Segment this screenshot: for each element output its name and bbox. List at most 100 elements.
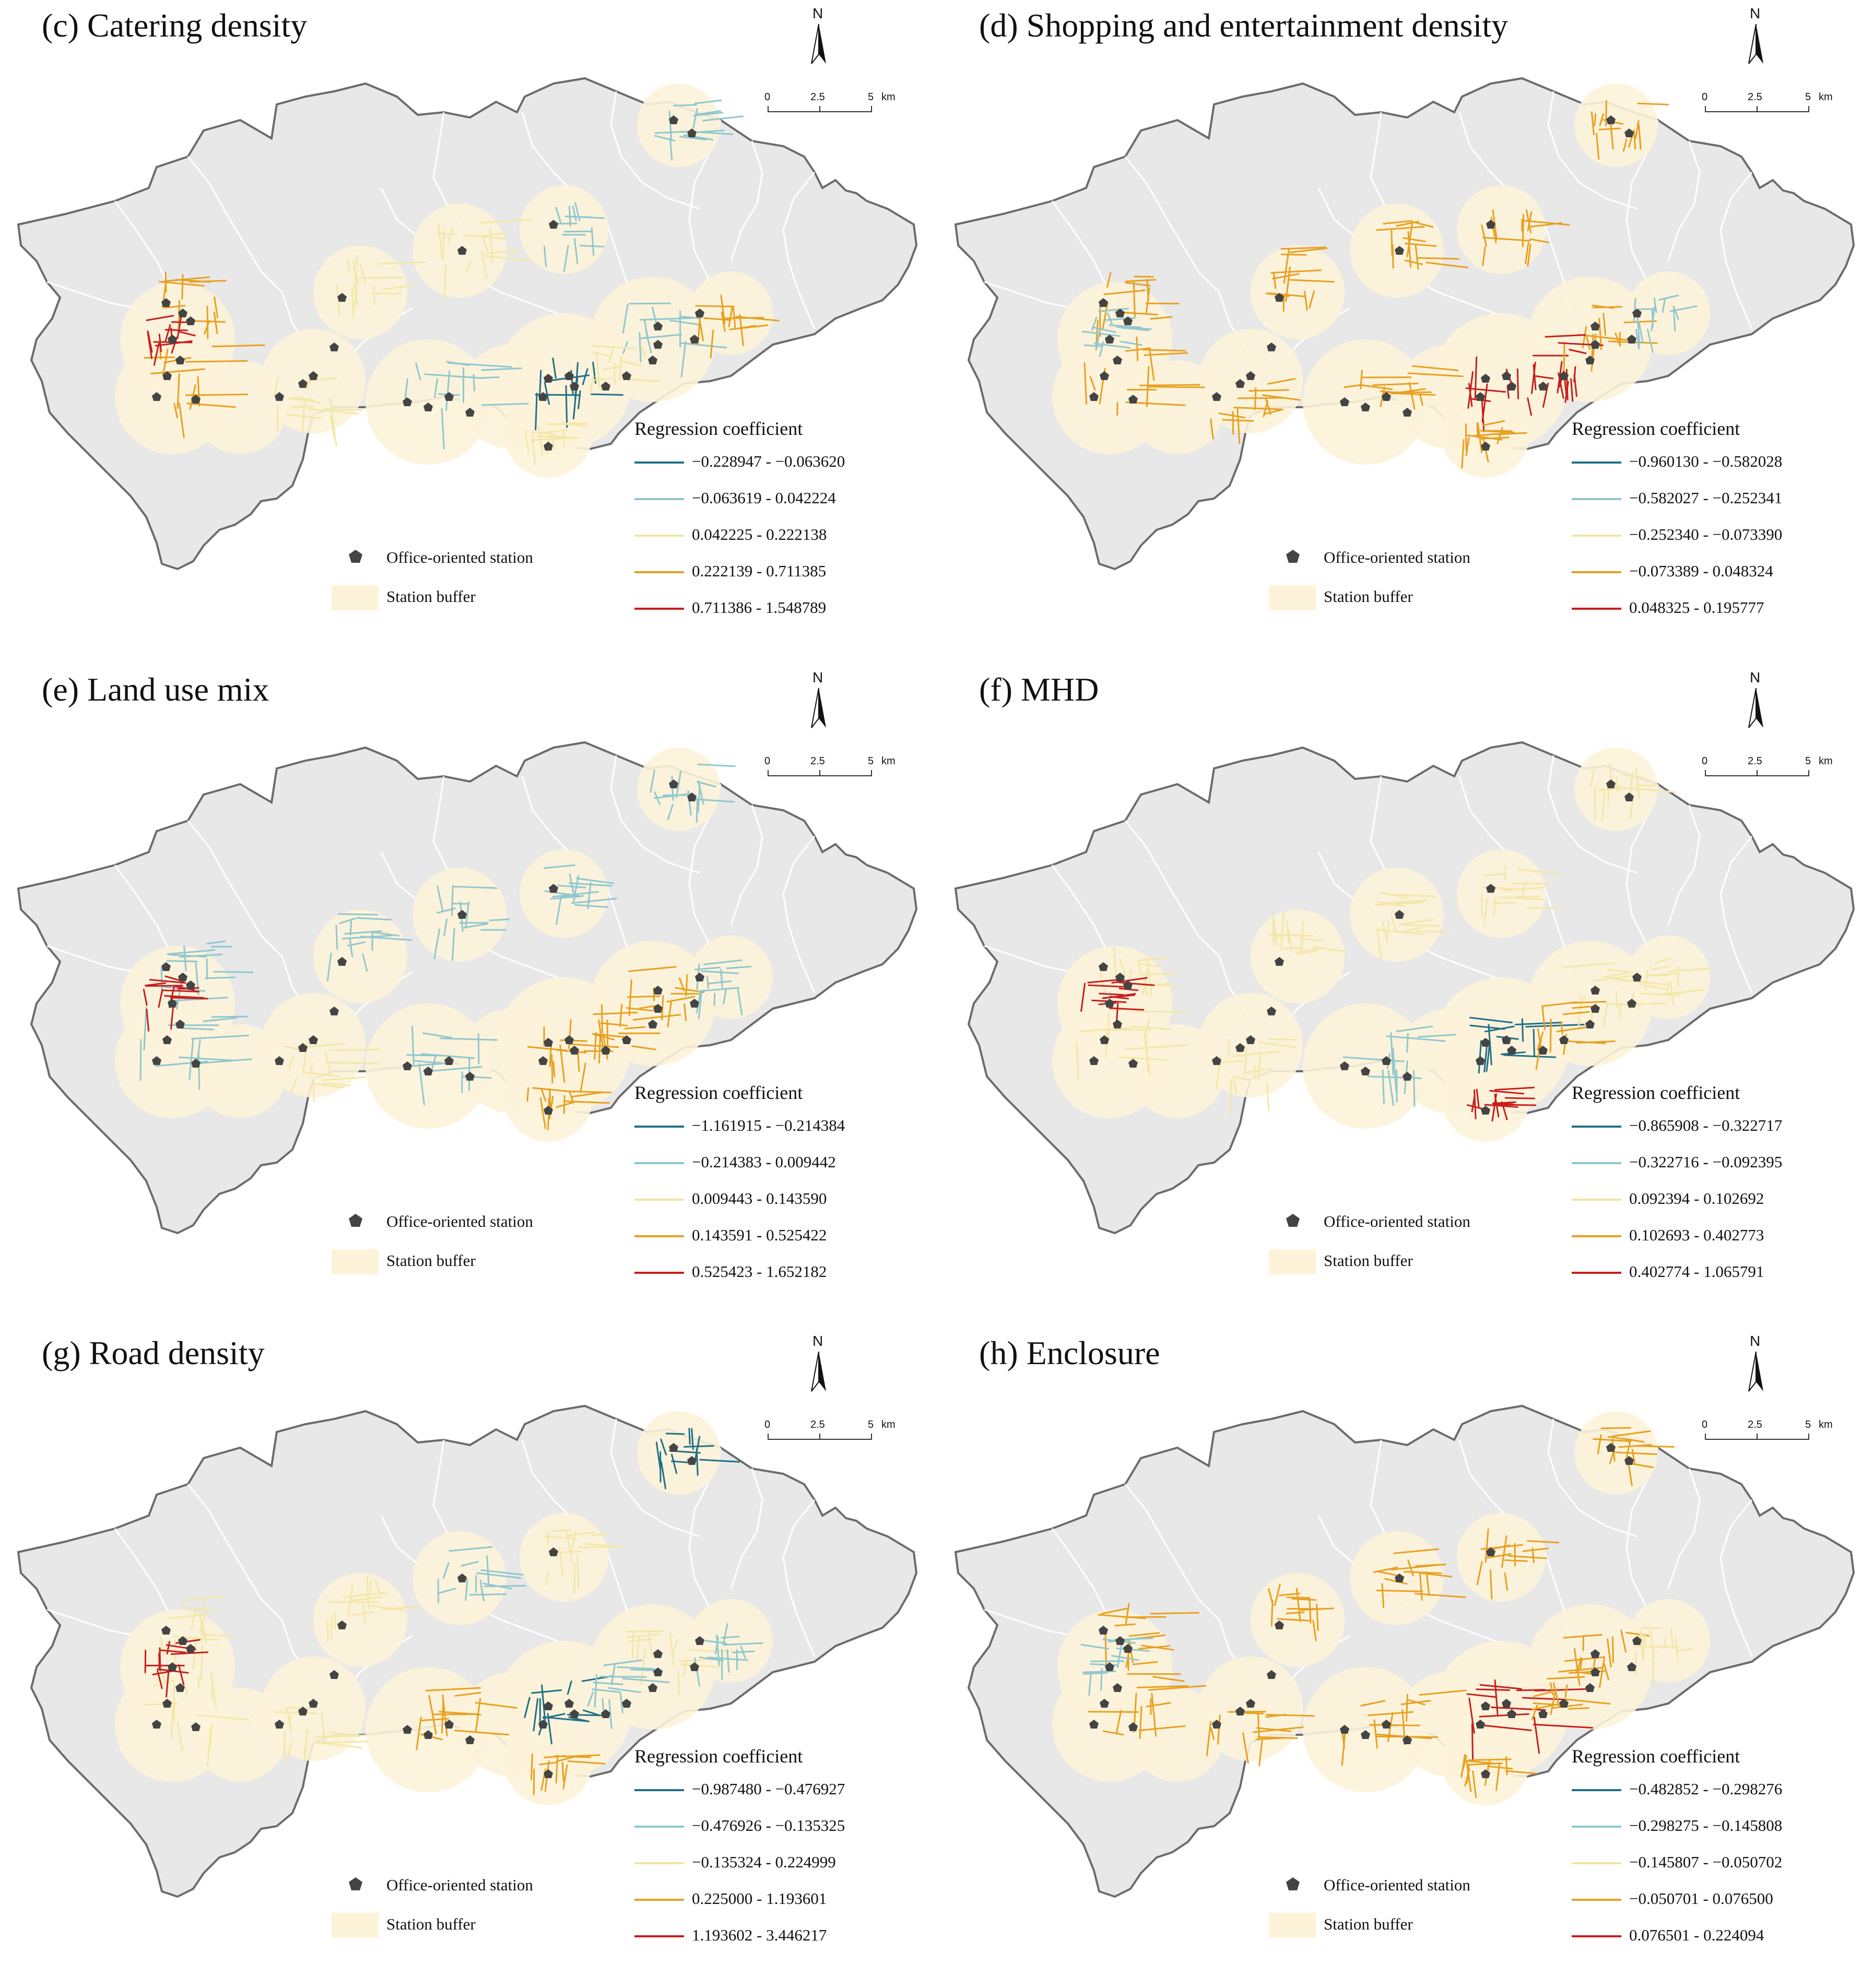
street-segment (1407, 372, 1464, 377)
street-segment (592, 1033, 625, 1038)
street-segment (1504, 1572, 1509, 1591)
street-segment (700, 970, 739, 974)
office-station-marker (1099, 962, 1108, 971)
legend-item: 0.525423 - 1.652182 (634, 1258, 906, 1287)
scale-bar: 0 2.5 5 km (1689, 81, 1841, 117)
street-segment (1564, 1684, 1568, 1698)
street-segment (568, 1090, 574, 1104)
office-station-marker (622, 1035, 631, 1044)
street-segment (480, 218, 533, 224)
street-segment (487, 250, 520, 254)
street-segment (451, 927, 455, 961)
legend-swatch (634, 1826, 684, 1828)
street-segment (579, 244, 605, 247)
street-segment (328, 1731, 360, 1738)
legend-swatch (1572, 535, 1621, 537)
street-segment (1476, 1560, 1483, 1585)
street-segment (1638, 1445, 1675, 1448)
street-segment (1148, 1685, 1206, 1691)
street-segment (1242, 1732, 1249, 1764)
street-segment (1082, 1672, 1108, 1675)
street-segment (308, 408, 359, 415)
street-segment (694, 99, 722, 104)
buffer-swatch (1269, 1913, 1316, 1938)
street-segment (598, 1033, 602, 1064)
street-segment (437, 232, 457, 236)
office-station-marker (1113, 356, 1122, 364)
street-segment (347, 1584, 354, 1617)
office-station-marker (1591, 986, 1600, 995)
street-segment (318, 1742, 363, 1749)
street-segment (196, 1714, 251, 1721)
buffer-key-label: Station buffer (1324, 1915, 1413, 1933)
street-segment (1591, 111, 1595, 136)
street-segment (162, 348, 169, 375)
street-segment (1506, 385, 1510, 399)
street-segment (697, 987, 740, 992)
street-segment (1465, 436, 1470, 456)
street-segment (349, 920, 352, 936)
street-segment (700, 131, 734, 135)
street-segment (163, 276, 210, 282)
office-station-marker (690, 1662, 699, 1671)
street-segment (1527, 243, 1532, 267)
street-segment (1473, 1089, 1477, 1119)
scale-tick-end: 5 (1805, 91, 1811, 103)
street-segment (1375, 226, 1425, 231)
street-segment (628, 378, 661, 382)
office-station-marker (1502, 1035, 1511, 1044)
street-segment (481, 251, 488, 279)
street-segment (1419, 1689, 1467, 1696)
legend: Regression coefficient −0.865908 - −0.32… (1572, 1082, 1843, 1301)
street-segment (666, 996, 696, 1003)
street-segment (1280, 917, 1284, 948)
street-segment (482, 237, 489, 253)
street-segment (1270, 1600, 1274, 1627)
district-boundary (1667, 804, 1701, 926)
symbol-key: Office-oriented station Station buffer (1256, 1869, 1506, 1963)
street-segment (211, 1015, 248, 1018)
office-station-marker (1361, 1067, 1370, 1075)
office-station-marker (1624, 128, 1634, 137)
street-segment (469, 1593, 507, 1596)
station-buffer (1303, 1667, 1428, 1792)
street-segment-group (1375, 220, 1469, 270)
buffer-key: Station buffer (1256, 581, 1506, 618)
street-segment (484, 1584, 527, 1588)
street-segment (167, 949, 216, 955)
street-segment (676, 771, 682, 798)
office-station-marker (648, 356, 657, 364)
legend-label: 0.042225 - 0.222138 (692, 525, 827, 543)
legend-title: Regression coefficient (634, 1082, 803, 1103)
street-segment (1406, 1033, 1409, 1053)
district-boundary (610, 755, 700, 874)
street-segment (1562, 1011, 1591, 1015)
street-segment (1125, 1603, 1130, 1625)
office-station-marker (1559, 1699, 1569, 1708)
street-segment (1604, 1663, 1609, 1681)
office-station-marker (465, 1735, 475, 1744)
street-segment (413, 1060, 451, 1065)
street-segment (441, 408, 445, 449)
street-segment (473, 374, 476, 392)
street-segment (1550, 1688, 1557, 1715)
legend: Regression coefficient −1.161915 - −0.21… (634, 1082, 906, 1301)
street-segment (530, 1753, 533, 1781)
scale-bar: 0 2.5 5 km (752, 81, 903, 117)
street-segment (191, 1605, 198, 1629)
street-segment (740, 1646, 746, 1659)
street-segment (1419, 1573, 1423, 1601)
street-segment (603, 365, 623, 370)
scale-bar: 0 2.5 5 km (752, 745, 903, 782)
legend-label: −0.987480 - −0.476927 (692, 1780, 845, 1798)
street-segment (627, 1638, 653, 1643)
street-segment (175, 279, 211, 283)
street-segment (1285, 266, 1291, 302)
street-segment (679, 1663, 723, 1668)
street-segment (328, 397, 334, 411)
office-station-marker (1115, 973, 1125, 981)
street-segment (1465, 387, 1506, 393)
office-station-marker (1275, 1620, 1284, 1629)
street-segment (1635, 328, 1640, 350)
street-segment (1398, 918, 1434, 926)
